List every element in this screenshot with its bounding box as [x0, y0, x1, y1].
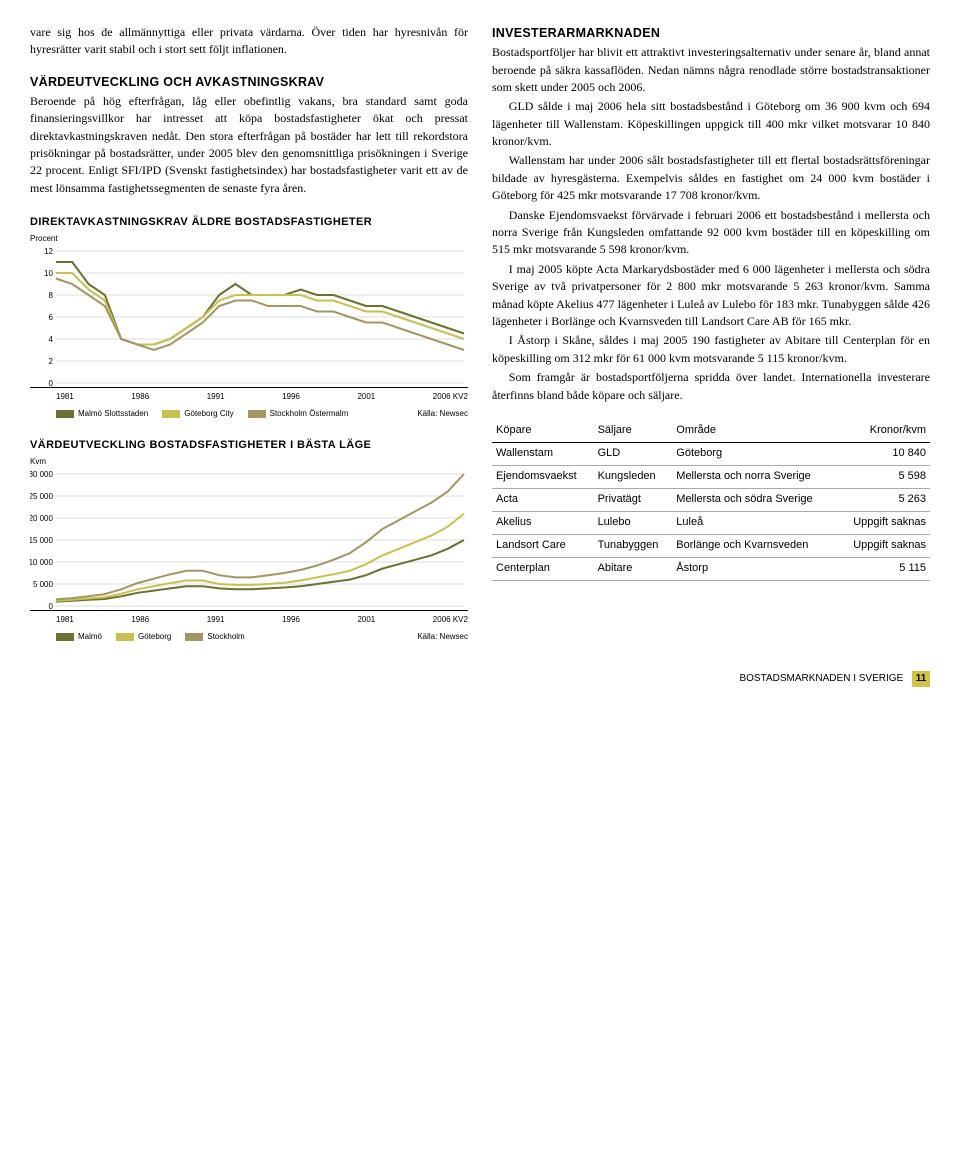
svg-text:30 000: 30 000: [30, 470, 53, 479]
transactions-table: KöpareSäljareOmrådeKronor/kvm Wallenstam…: [492, 420, 930, 581]
svg-text:25 000: 25 000: [30, 491, 53, 500]
table-cell: 5 598: [838, 465, 930, 488]
page-footer: BOSTADSMARKNADEN I SVERIGE 11: [30, 671, 930, 687]
table-cell: Borlänge och Kvarnsveden: [672, 534, 837, 557]
table-header: Område: [672, 420, 837, 442]
table-cell: Acta: [492, 488, 594, 511]
table-row: ActaPrivatägtMellersta och södra Sverige…: [492, 488, 930, 511]
chart2: 0 5 000 10 000 15 000 20 000 25 000 30 000: [30, 470, 468, 611]
body-paragraph: I maj 2005 köpte Acta Markarydsbostäder …: [492, 261, 930, 331]
table-cell: Lulebo: [594, 511, 673, 534]
svg-text:4: 4: [48, 335, 53, 344]
table-cell: Göteborg: [672, 442, 837, 465]
right-column: INVESTERARMARKNADEN Bostadsportföljer ha…: [492, 24, 930, 643]
chart2-title: VÄRDEUTVECKLING BOSTADSFASTIGHETER I BÄS…: [30, 438, 468, 454]
svg-text:2: 2: [48, 357, 53, 366]
body-paragraph: Wallenstam har under 2006 sålt bostadsfa…: [492, 152, 930, 204]
svg-text:5 000: 5 000: [33, 579, 53, 588]
chart1-x-axis: 198119861991199620012006 KV2: [56, 391, 468, 403]
svg-text:0: 0: [48, 379, 53, 387]
table-row: Landsort CareTunabyggenBorlänge och Kvar…: [492, 534, 930, 557]
svg-text:20 000: 20 000: [30, 513, 53, 522]
svg-text:8: 8: [48, 291, 53, 300]
intro-paragraph: vare sig hos de allmännyttiga eller priv…: [30, 24, 468, 59]
table-cell: Abitare: [594, 557, 673, 580]
table-cell: 5 115: [838, 557, 930, 580]
two-column-layout: vare sig hos de allmännyttiga eller priv…: [30, 24, 930, 643]
table-cell: Wallenstam: [492, 442, 594, 465]
body-paragraph: Danske Ejendomsvaekst förvärvade i febru…: [492, 207, 930, 259]
svg-text:0: 0: [48, 601, 53, 609]
table-cell: Ejendomsvaekst: [492, 465, 594, 488]
table-cell: Kungsleden: [594, 465, 673, 488]
left-column: vare sig hos de allmännyttiga eller priv…: [30, 24, 468, 643]
table-cell: Åstorp: [672, 557, 837, 580]
table-cell: Uppgift saknas: [838, 534, 930, 557]
table-cell: 5 263: [838, 488, 930, 511]
table-cell: Mellersta och norra Sverige: [672, 465, 837, 488]
table-row: AkeliusLuleboLuleåUppgift saknas: [492, 511, 930, 534]
chart1-legend: Malmö SlottsstadenGöteborg CityStockholm…: [56, 408, 468, 420]
svg-text:12: 12: [44, 247, 53, 256]
table-cell: Landsort Care: [492, 534, 594, 557]
section-title-investerarmarknaden: INVESTERARMARKNADEN: [492, 24, 930, 42]
table-cell: Tunabyggen: [594, 534, 673, 557]
chart2-unit: Kvm: [30, 456, 468, 468]
body-paragraph: Beroende på hög efterfrågan, låg eller o…: [30, 93, 468, 197]
chart2-legend: MalmöGöteborgStockholmKälla: Newsec: [56, 631, 468, 643]
table-cell: Centerplan: [492, 557, 594, 580]
table-row: EjendomsvaekstKungsledenMellersta och no…: [492, 465, 930, 488]
svg-text:6: 6: [48, 313, 53, 322]
chart2-x-axis: 198119861991199620012006 KV2: [56, 614, 468, 626]
table-cell: Privatägt: [594, 488, 673, 511]
table-cell: Mellersta och södra Sverige: [672, 488, 837, 511]
table-header-row: KöpareSäljareOmrådeKronor/kvm: [492, 420, 930, 442]
table-cell: Uppgift saknas: [838, 511, 930, 534]
table-header: Säljare: [594, 420, 673, 442]
svg-text:15 000: 15 000: [30, 535, 53, 544]
table-header: Köpare: [492, 420, 594, 442]
section-title-vardeutveckling: VÄRDEUTVECKLING OCH AVKASTNINGSKRAV: [30, 73, 468, 91]
body-paragraph: I Åstorp i Skåne, såldes i maj 2005 190 …: [492, 332, 930, 367]
svg-text:10: 10: [44, 269, 53, 278]
table-row: CenterplanAbitareÅstorp5 115: [492, 557, 930, 580]
chart1-unit: Procent: [30, 233, 468, 245]
body-paragraph: GLD sålde i maj 2006 hela sitt bostadsbe…: [492, 98, 930, 150]
table-cell: 10 840: [838, 442, 930, 465]
table-cell: Akelius: [492, 511, 594, 534]
page-number: 11: [912, 671, 930, 687]
chart1-title: DIREKTAVKASTNINGSKRAV ÄLDRE BOSTADSFASTI…: [30, 215, 468, 231]
body-paragraph: Som framgår är bostadsportföljerna sprid…: [492, 369, 930, 404]
table-cell: Luleå: [672, 511, 837, 534]
table-row: WallenstamGLDGöteborg10 840: [492, 442, 930, 465]
footer-label: BOSTADSMARKNADEN I SVERIGE: [739, 673, 903, 684]
svg-text:10 000: 10 000: [30, 557, 53, 566]
table-cell: GLD: [594, 442, 673, 465]
body-paragraph: Bostadsportföljer har blivit ett attrakt…: [492, 44, 930, 96]
chart1: 0 2 4 6 8 10 12: [30, 247, 468, 388]
table-header: Kronor/kvm: [838, 420, 930, 442]
